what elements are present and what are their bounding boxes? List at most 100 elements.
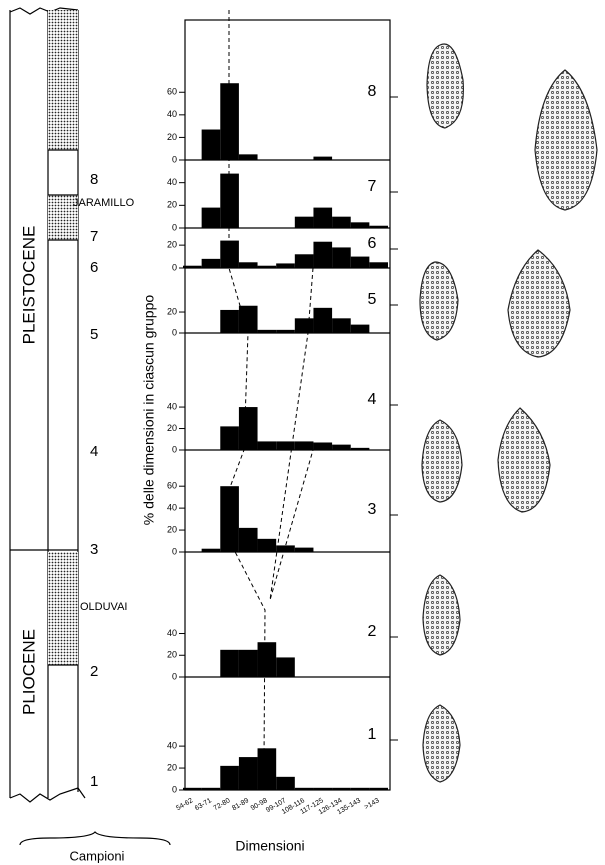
bar	[258, 539, 277, 552]
bar	[351, 788, 370, 790]
y-tick-label: 20	[167, 240, 177, 250]
bar	[332, 788, 351, 790]
y-tick-label: 0	[172, 546, 177, 556]
bar	[332, 318, 351, 333]
y-tick-label: 0	[172, 154, 177, 164]
event-label: JARAMILLO	[73, 197, 135, 209]
sample-label: 7	[90, 228, 98, 245]
y-tick-label: 40	[167, 401, 177, 411]
y-tick-label: 40	[167, 740, 177, 750]
bar	[220, 83, 239, 160]
bar	[332, 445, 351, 450]
bar	[276, 777, 295, 790]
y-tick-label: 20	[167, 762, 177, 772]
y-tick-label: 0	[172, 262, 177, 272]
panel-label: 2	[368, 623, 377, 640]
bar	[351, 257, 370, 268]
bar	[220, 174, 239, 228]
x-tick-label: 63-71	[194, 797, 213, 812]
bar	[239, 262, 258, 268]
bar	[313, 308, 332, 333]
bar	[258, 441, 277, 450]
y-axis-title: % delle dimensioni in ciascun gruppo	[141, 295, 157, 526]
bar	[258, 748, 277, 790]
panel-label: 3	[368, 501, 377, 518]
panel-label: 1	[368, 726, 377, 743]
x-tick-label: 72-80	[213, 797, 232, 812]
bar	[220, 310, 239, 333]
y-tick-label: 20	[167, 200, 177, 210]
sample-label: 4	[90, 443, 98, 460]
y-tick-label: 0	[172, 784, 177, 794]
bar	[369, 788, 388, 790]
bar	[220, 426, 239, 450]
x-tick-label: 81-89	[231, 797, 250, 812]
bar	[202, 130, 221, 160]
bar	[276, 263, 295, 268]
y-tick-label: 0	[172, 444, 177, 454]
bar	[313, 788, 332, 790]
bar	[220, 650, 239, 677]
column-caption: Campioni	[70, 848, 125, 863]
panel-label: 7	[368, 178, 377, 195]
bar	[202, 259, 221, 268]
figure: PLEISTOCENE PLIOCENE JARAMILLO OLDUVAI C…	[0, 0, 605, 865]
sample-label: 6	[90, 259, 98, 276]
sample-label: 2	[90, 663, 98, 680]
bar	[313, 242, 332, 268]
bar	[220, 766, 239, 790]
panel-label: 6	[368, 235, 377, 252]
event-label: OLDUVAI	[80, 601, 127, 613]
bar	[239, 528, 258, 552]
bar	[258, 642, 277, 677]
bar	[239, 650, 258, 677]
y-tick-label: 40	[167, 503, 177, 513]
bar	[239, 154, 258, 160]
x-tick-label: >143	[363, 797, 380, 811]
bar	[332, 217, 351, 228]
y-tick-label: 20	[167, 650, 177, 660]
bar	[332, 247, 351, 268]
bar	[183, 788, 202, 790]
y-tick-label: 40	[167, 109, 177, 119]
y-tick-label: 0	[172, 222, 177, 232]
bar	[351, 222, 370, 228]
sample-label: 1	[90, 773, 98, 790]
panel-label: 4	[368, 391, 377, 408]
panel-label: 5	[368, 291, 377, 308]
bar	[295, 548, 314, 552]
sample-label: 5	[90, 326, 98, 343]
y-tick-label: 20	[167, 306, 177, 316]
epoch-label: PLIOCENE	[19, 629, 38, 715]
y-tick-label: 20	[167, 524, 177, 534]
y-tick-label: 0	[172, 327, 177, 337]
x-axis-title: Dimensioni	[235, 838, 304, 854]
bar	[369, 262, 388, 268]
bar	[295, 217, 314, 228]
y-tick-label: 20	[167, 423, 177, 433]
bar	[202, 788, 221, 790]
sample-label: 3	[90, 541, 98, 558]
epoch-label: PLEISTOCENE	[19, 226, 38, 345]
bar	[276, 657, 295, 677]
bar	[239, 407, 258, 450]
bar	[295, 318, 314, 333]
bar	[220, 241, 239, 268]
bar	[313, 208, 332, 228]
bar	[295, 788, 314, 790]
y-tick-label: 60	[167, 87, 177, 97]
y-tick-label: 0	[172, 671, 177, 681]
bar	[313, 442, 332, 450]
bar	[295, 254, 314, 268]
bar	[202, 208, 221, 228]
pollen-drawings	[420, 44, 597, 782]
sample-label: 8	[90, 171, 98, 188]
y-tick-label: 40	[167, 628, 177, 638]
y-tick-label: 40	[167, 177, 177, 187]
bar	[351, 325, 370, 333]
y-tick-label: 60	[167, 481, 177, 491]
bar	[239, 757, 258, 790]
bar	[295, 441, 314, 450]
x-tick-label: 54-62	[175, 797, 194, 812]
